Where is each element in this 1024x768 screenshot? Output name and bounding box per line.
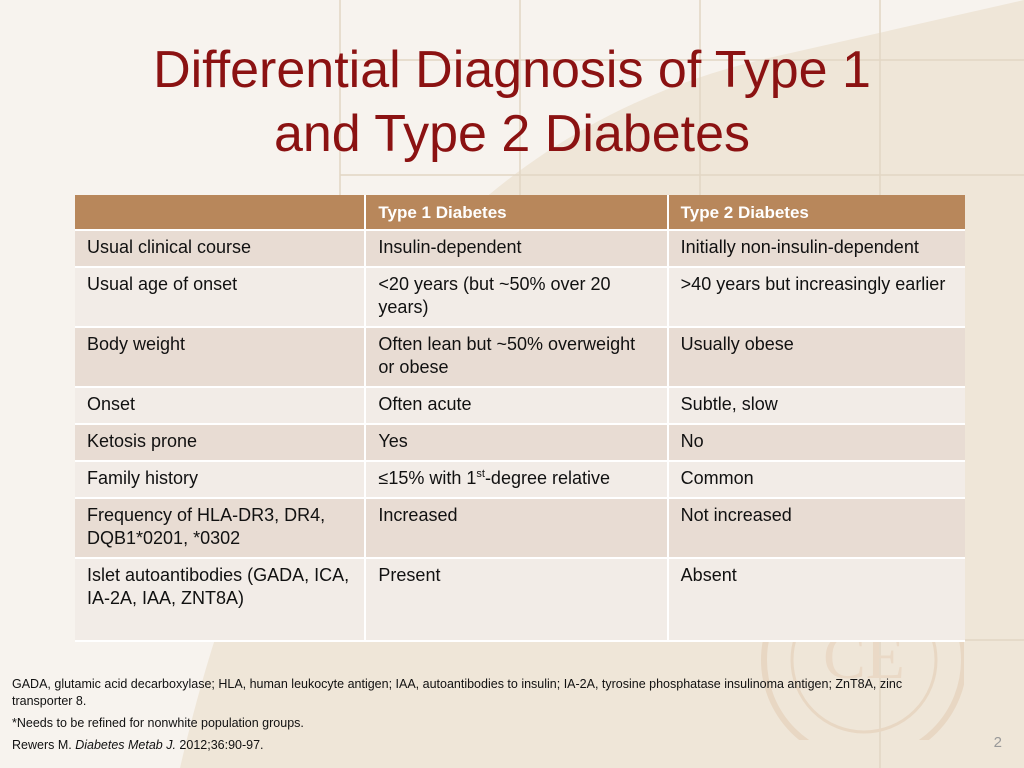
header-type1: Type 1 Diabetes [366, 195, 669, 231]
row-feature: Body weight [75, 328, 367, 388]
citation-journal: Diabetes Metab J. [75, 738, 176, 752]
row-type1: Often lean but ~50% overweight or obese [366, 328, 669, 388]
row-type1-text-end: -degree relative [484, 468, 611, 488]
row-feature: Islet autoantibodies (GADA, ICA, IA-2A, … [75, 559, 367, 642]
slide-title-line-2: and Type 2 Diabetes [273, 105, 751, 163]
slide-title-line-1: Differential Diagnosis of Type 1 [153, 41, 871, 99]
row-type2: Subtle, slow [668, 388, 965, 425]
row-type1: <20 years (but ~50% over 20 years) [366, 268, 669, 328]
row-type2: >40 years but increasingly earlier [668, 268, 965, 328]
slide-title: Differential Diagnosis of Type 1 and Typ… [40, 38, 984, 166]
row-feature: Frequency of HLA-DR3, DR4, DQB1*0201, *0… [75, 499, 367, 559]
citation-details: 2012;36:90-97. [175, 738, 264, 752]
table-row: Family history ≤15% with 1st-degree rela… [75, 462, 965, 499]
footnote-abbreviations: GADA, glutamic acid decarboxylase; HLA, … [12, 677, 903, 708]
row-type2: Initially non-insulin-dependent [668, 231, 965, 268]
row-type1-text: 15% with 1 [388, 468, 477, 488]
row-type2: Usually obese [668, 328, 965, 388]
table-header-row: Type 1 Diabetes Type 2 Diabetes [75, 195, 965, 231]
table-row: Usual age of onset <20 years (but ~50% o… [75, 268, 965, 328]
row-type1: Often acute [366, 388, 669, 425]
row-feature: Usual clinical course [75, 231, 367, 268]
row-type2: Common [668, 462, 965, 499]
table-row: Onset Often acute Subtle, slow [75, 388, 965, 425]
row-feature: Onset [75, 388, 367, 425]
footnotes: GADA, glutamic acid decarboxylase; HLA, … [12, 676, 942, 759]
footnote-citation: Rewers M. Diabetes Metab J. 2012;36:90-9… [12, 737, 942, 754]
row-feature: Ketosis prone [75, 425, 367, 462]
diabetes-comparison-table: Type 1 Diabetes Type 2 Diabetes Usual cl… [75, 195, 965, 642]
row-feature: Family history [75, 462, 367, 499]
row-type1: Yes [366, 425, 669, 462]
row-type2: Absent [668, 559, 965, 642]
less-equal-symbol: ≤ [378, 468, 389, 488]
table-row: Usual clinical course Insulin-dependent … [75, 231, 965, 268]
table-row: Islet autoantibodies (GADA, ICA, IA-2A, … [75, 559, 965, 642]
citation-author: Rewers M. [12, 738, 76, 752]
row-type1: Increased [366, 499, 669, 559]
header-feature [75, 195, 367, 231]
row-type1: Present [366, 559, 669, 642]
table-row: Frequency of HLA-DR3, DR4, DQB1*0201, *0… [75, 499, 965, 559]
page-number: 2 [993, 734, 1002, 751]
table-row: Ketosis prone Yes No [75, 425, 965, 462]
row-type1: ≤15% with 1st-degree relative [366, 462, 669, 499]
footnote-note: *Needs to be refined for nonwhite popula… [12, 716, 304, 730]
row-type2: No [668, 425, 965, 462]
row-type1: Insulin-dependent [366, 231, 669, 268]
header-type2: Type 2 Diabetes [668, 195, 965, 231]
table-row: Body weight Often lean but ~50% overweig… [75, 328, 965, 388]
row-type2: Not increased [668, 499, 965, 559]
row-type1-superscript: st [476, 468, 485, 480]
row-feature: Usual age of onset [75, 268, 367, 328]
